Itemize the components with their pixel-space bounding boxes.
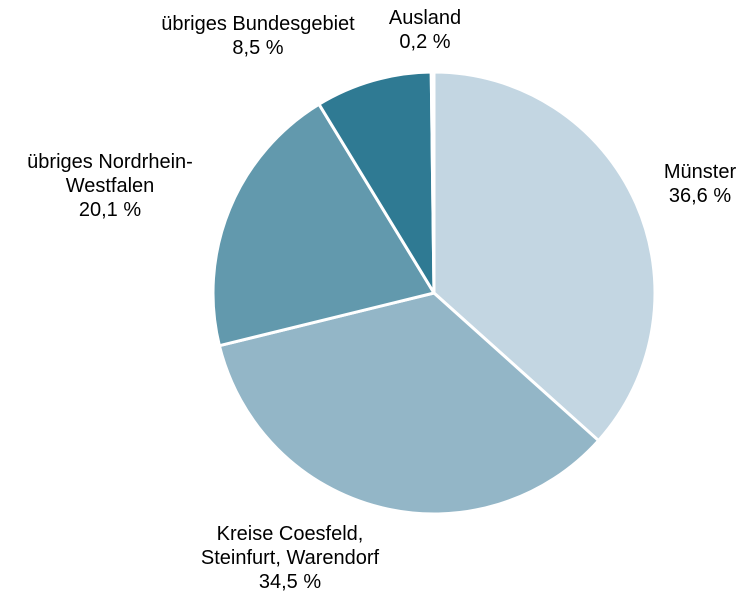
- slice-label: Münster 36,6 %: [664, 161, 737, 207]
- pie-slice: [317, 70, 436, 295]
- category-line: Steinfurt, Warendorf: [201, 547, 380, 569]
- category-label: Kreise Coesfeld, Steinfurt, Warendorf: [201, 523, 380, 569]
- value-label: 0,2 %: [399, 31, 450, 53]
- slice-label: Kreise Coesfeld, Steinfurt, Warendorf 34,5…: [201, 523, 380, 593]
- value-label: 8,5 %: [232, 37, 283, 59]
- category-line: Ausland: [389, 7, 461, 29]
- pie-slice: [432, 70, 657, 443]
- pie-slice: [211, 102, 436, 348]
- category-label: Ausland: [389, 7, 461, 29]
- category-label: Münster: [664, 161, 737, 183]
- category-line: Kreise Coesfeld,: [217, 523, 364, 545]
- category-line: Westfalen: [66, 175, 155, 197]
- value-label: 34,5 %: [259, 571, 321, 593]
- category-label: übriges Nordrhein-Westfalen: [27, 151, 193, 197]
- category-label: übriges Bundesgebiet: [161, 13, 355, 35]
- slice-label: Ausland 0,2 %: [389, 7, 461, 53]
- category-line: übriges Bundesgebiet: [161, 13, 355, 35]
- slice-label: übriges Nordrhein-Westfalen 20,1 %: [27, 151, 193, 221]
- value-label: 36,6 %: [669, 185, 731, 207]
- category-line: Münster: [664, 161, 737, 183]
- category-line: übriges Nordrhein-: [27, 151, 193, 173]
- pie-slice: [217, 291, 601, 516]
- value-label: 20,1 %: [79, 199, 141, 221]
- pie-slice: [429, 70, 436, 295]
- slice-label: übriges Bundesgebiet 8,5 %: [161, 13, 355, 59]
